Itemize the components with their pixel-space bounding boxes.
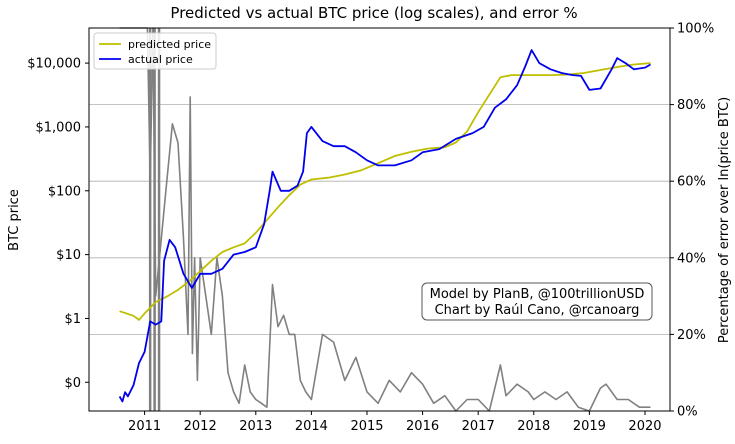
plot-frame	[88, 27, 671, 412]
x-axis-ticks: 2011 2012 2013 2014 2015 2016 2017 2018 2019 2020	[128, 411, 662, 434]
y2-tick-label-0: 0%	[677, 405, 698, 420]
y-tick-label-1: $1	[64, 312, 81, 327]
x-tick-label-0: 2011	[128, 419, 161, 434]
legend: predicted price actual price	[93, 32, 217, 70]
annotation-frame	[421, 282, 653, 321]
x-tick-label-7: 2018	[517, 419, 550, 434]
x-tick-label-6: 2017	[462, 419, 495, 434]
y2-tick-label-4: 80%	[677, 98, 706, 113]
y-tick-label-2: $10	[56, 248, 81, 263]
y-tick-label-4: $1,000	[36, 120, 82, 135]
y2-tick-label-2: 40%	[677, 251, 706, 266]
legend-box	[93, 32, 217, 70]
x-tick-label-1: 2012	[184, 419, 217, 434]
legend-label-predicted: predicted price	[128, 38, 211, 51]
annotation-box: Model by PlanB, @100trillionUSD Chart by…	[421, 282, 653, 321]
grid-lines	[89, 104, 670, 335]
y2-axis-ticks: 0% 20% 40% 60% 80% 100%	[670, 22, 714, 420]
error-series	[119, 27, 651, 412]
x-tick-label-4: 2015	[350, 419, 383, 434]
predicted-price-series	[119, 62, 651, 321]
series-line-error	[119, 27, 651, 412]
series-line-actual-price	[118, 49, 651, 403]
y2-axis-label: Percentage of error over ln(price BTC)	[717, 97, 732, 343]
y-tick-label-3: $100	[48, 184, 81, 199]
x-tick-label-2: 2013	[239, 419, 272, 434]
y2-tick-label-1: 20%	[677, 328, 706, 343]
x-tick-label-3: 2014	[295, 419, 328, 434]
y-tick-label-0: $0	[64, 376, 81, 391]
x-tick-label-9: 2020	[628, 419, 661, 434]
annotation-line-1: Model by PlanB, @100trillionUSD	[430, 287, 645, 302]
actual-price-series	[118, 49, 651, 403]
y-tick-label-5: $10,000	[27, 57, 81, 72]
annotation-line-2: Chart by Raúl Cano, @rcanoarg	[435, 303, 640, 318]
vertical-markers	[148, 28, 161, 411]
y-axis-ticks: $0 $1 $10 $100 $1,000 $10,000	[27, 57, 89, 391]
y2-tick-label-5: 100%	[677, 22, 714, 37]
y-axis-label: BTC price	[7, 189, 22, 251]
series-line-predicted-price	[119, 62, 651, 321]
legend-label-actual: actual price	[128, 53, 193, 66]
chart-title: Predicted vs actual BTC price (log scale…	[170, 4, 577, 22]
x-tick-label-5: 2016	[406, 419, 439, 434]
x-tick-label-8: 2019	[573, 419, 606, 434]
y2-tick-label-3: 60%	[677, 175, 706, 190]
